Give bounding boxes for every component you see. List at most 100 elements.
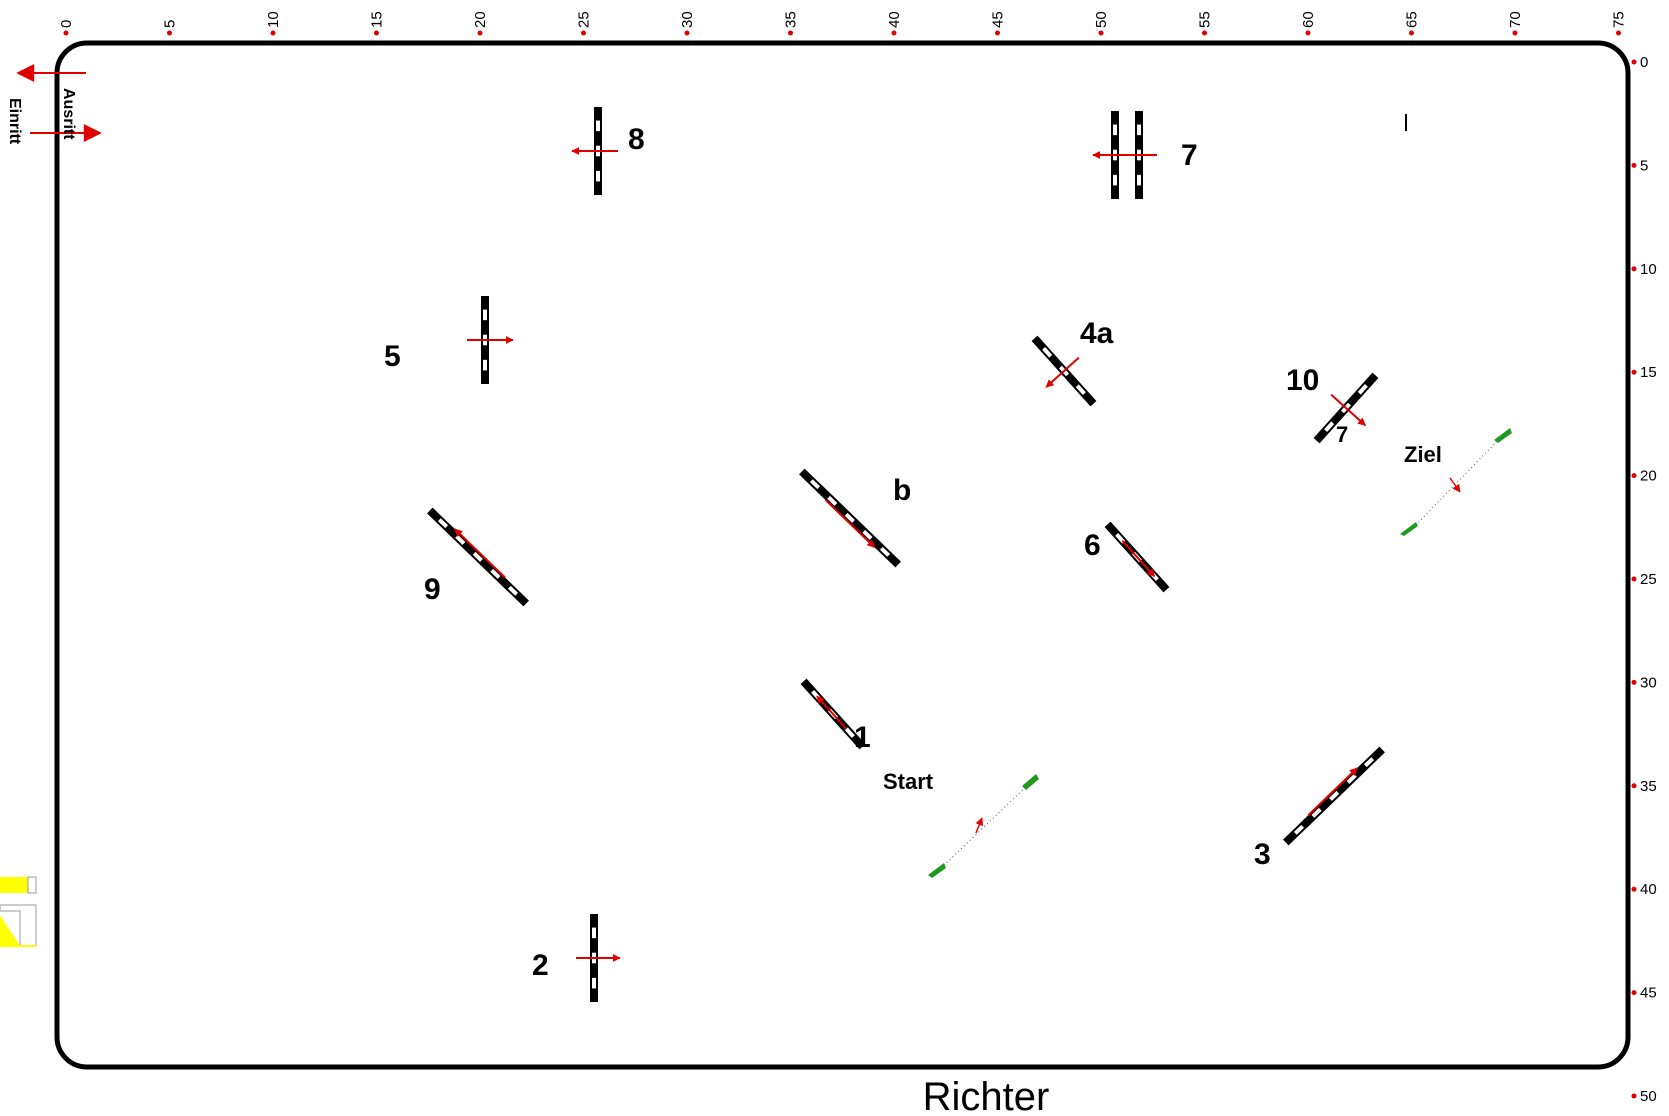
- finish-flag-right: [1494, 428, 1512, 443]
- scale-tick-label: 50: [1093, 11, 1110, 28]
- scale-tick-label: 50: [1640, 1088, 1657, 1105]
- top-scale: 0 5 10 15 20 25 30 35 40 45 50 55 60 65 70 75: [58, 11, 1628, 36]
- scale-tick-label: 15: [369, 11, 386, 28]
- obstacle-label: 10: [1286, 364, 1319, 397]
- obstacle-label: 5: [384, 340, 401, 373]
- scale-tick-marker: [581, 30, 586, 36]
- course-mark-glyph: 7: [1336, 422, 1348, 447]
- scale-tick-marker: [1631, 990, 1637, 996]
- scale-tick-label: 20: [472, 11, 489, 28]
- scale-tick-marker: [1305, 30, 1311, 36]
- scale-tick-label: 40: [886, 11, 903, 28]
- arena-border: [54, 40, 1631, 1070]
- obstacle-1: [800, 678, 866, 750]
- scale-tick-label: 30: [1640, 674, 1657, 691]
- scale-tick-marker: [374, 30, 379, 36]
- partial-legend-fragment: [0, 876, 37, 947]
- scale-tick-label: 45: [990, 11, 1007, 28]
- obstacle-4a: [1031, 335, 1097, 407]
- scale-tick-label: 35: [783, 11, 800, 28]
- direction-arrow: [1307, 767, 1358, 817]
- direction-arrow: [824, 499, 876, 548]
- scale-tick-label: 65: [1404, 11, 1421, 28]
- finish-line: [1400, 428, 1512, 536]
- start-line: [928, 774, 1039, 878]
- scale-tick-label: 70: [1507, 11, 1524, 28]
- scale-tick-marker: [477, 30, 483, 36]
- start-flag-left: [928, 863, 946, 878]
- obstacle-8: [571, 107, 618, 195]
- direction-arrow: [816, 695, 848, 730]
- finish-label: Ziel: [1404, 442, 1442, 467]
- obstacle-label: 4a: [1080, 317, 1114, 350]
- entry-exit: Ausritt Einritt: [6, 64, 102, 145]
- finish-flag-left: [1400, 522, 1418, 536]
- obstacle-label: 9: [424, 573, 441, 606]
- scale-tick-label: 55: [1197, 11, 1214, 28]
- scale-tick-label: 60: [1300, 11, 1317, 28]
- obstacle-7: [1092, 111, 1157, 199]
- scale-tick-marker: [1631, 679, 1637, 685]
- scale-tick-marker: [684, 30, 690, 36]
- direction-arrow: [975, 817, 984, 834]
- scale-tick-label: 0: [1640, 54, 1648, 71]
- scale-tick-label: 25: [576, 11, 593, 28]
- scale-tick-marker: [1631, 266, 1637, 272]
- scale-tick-marker: [1202, 30, 1207, 36]
- entry-label: Einritt: [6, 98, 23, 145]
- scale-tick-marker: [1409, 30, 1414, 36]
- scale-tick-marker: [1631, 473, 1637, 479]
- scale-tick-marker: [1512, 30, 1518, 36]
- obstacle-6: [1104, 521, 1170, 593]
- scale-tick-marker: [1631, 783, 1637, 789]
- scale-tick-label: 40: [1640, 881, 1657, 898]
- obstacle-label: 6: [1084, 529, 1101, 562]
- scale-tick-marker: [1631, 162, 1637, 168]
- obstacle-label: 1: [854, 721, 871, 754]
- obstacle-label: 8: [628, 123, 645, 156]
- direction-arrow: [1330, 393, 1366, 427]
- scale-tick-label: 5: [162, 20, 179, 28]
- obstacle-10: [1313, 372, 1379, 444]
- start-flag-right: [1022, 774, 1039, 790]
- direction-arrow: [1045, 356, 1080, 388]
- scale-tick-marker: [1631, 886, 1637, 892]
- scale-tick-label: 35: [1640, 778, 1657, 795]
- judge-label: Richter: [923, 1075, 1050, 1116]
- scale-tick-marker: [167, 30, 172, 36]
- obstacle-5: [467, 296, 514, 384]
- scale-tick-label: 10: [1640, 261, 1657, 278]
- scale-tick-marker: [1631, 369, 1637, 375]
- exit-label: Ausritt: [60, 88, 77, 140]
- scale-tick-marker: [1631, 576, 1637, 582]
- scale-tick-marker: [1098, 30, 1104, 36]
- scale-tick-label: 15: [1640, 364, 1657, 381]
- scale-tick-label: 5: [1640, 157, 1648, 174]
- scale-tick-marker: [1631, 1093, 1637, 1099]
- direction-arrow: [454, 528, 506, 579]
- obstacle-label: b: [893, 474, 911, 507]
- obstacle-pole: [1283, 763, 1368, 846]
- obstacle-2: [576, 914, 621, 1002]
- scale-tick-marker: [891, 30, 897, 36]
- scale-tick-label: 30: [679, 11, 696, 28]
- obstacle-label: 3: [1254, 838, 1271, 871]
- obstacle-pole: [444, 524, 529, 607]
- scale-tick-label: 45: [1640, 985, 1657, 1002]
- obstacle-label: 2: [532, 949, 549, 982]
- scale-tick-label: 75: [1611, 11, 1628, 28]
- scale-tick-label: 25: [1640, 571, 1657, 588]
- scale-tick-marker: [788, 30, 793, 36]
- obstacle-b: [799, 468, 901, 568]
- obstacle-9: [427, 507, 529, 607]
- scale-tick-marker: [1616, 30, 1621, 36]
- scale-tick-marker: [270, 30, 276, 36]
- direction-arrow: [1449, 477, 1461, 493]
- direction-arrow: [1121, 539, 1156, 577]
- obstacle-label: 7: [1181, 139, 1198, 172]
- obstacle-3: [1283, 746, 1385, 846]
- scale-tick-label: 20: [1640, 468, 1657, 485]
- scale-tick-marker: [63, 30, 69, 36]
- scale-tick-marker: [995, 30, 1000, 36]
